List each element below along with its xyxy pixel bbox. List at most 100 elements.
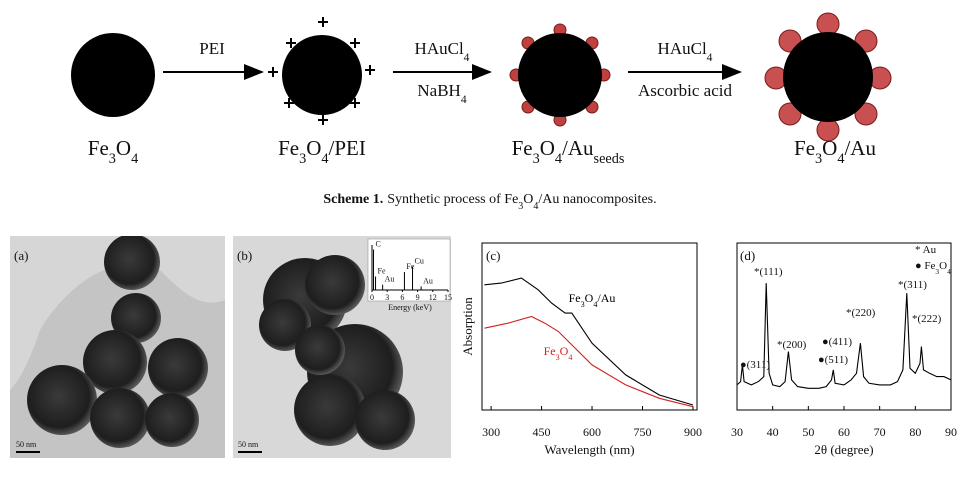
y-axis-label: Absorption <box>460 297 475 356</box>
text-part: Fe <box>794 136 815 160</box>
panel-label: (a) <box>14 248 28 263</box>
x-axis-label: Wavelength (nm) <box>544 442 634 457</box>
peak-annotation: ●(511) <box>818 354 848 366</box>
text-part: O <box>540 136 555 160</box>
au-shell <box>764 12 892 142</box>
peak-annotation: *(311) <box>898 279 927 291</box>
scheme-shapes <box>71 12 892 142</box>
x-tick-label: 40 <box>767 425 779 439</box>
text-part: O <box>116 136 131 160</box>
text-part: NaBH <box>417 81 460 100</box>
inset-tick-label: 3 <box>385 293 389 302</box>
panel-label: (c) <box>486 248 500 263</box>
caption: Scheme 1. Synthetic process of Fe3O4/Au n… <box>323 192 656 212</box>
peak-annotation: *(222) <box>912 313 942 325</box>
subscript: 4 <box>555 151 562 167</box>
caption-label: Scheme 1. <box>323 192 383 207</box>
x-tick-label: 450 <box>533 425 551 439</box>
peak-annotation: *(200) <box>777 339 807 351</box>
subscript: 3 <box>109 151 116 167</box>
inset-tick-label: 6 <box>400 293 404 302</box>
text-part: O <box>822 136 837 160</box>
text-part: Fe <box>278 136 299 160</box>
x-tick-label: 50 <box>802 425 814 439</box>
x-tick-label: 300 <box>482 425 500 439</box>
x-tick-label: 30 <box>731 425 743 439</box>
text-part: /PEI <box>329 136 366 160</box>
eds-peak-label: Au <box>423 276 433 285</box>
inset-x-label: Energy (keV) <box>388 303 432 312</box>
stage-label: Fe3O4/Au <box>794 136 876 167</box>
text-part: * Au <box>915 244 937 256</box>
x-tick-label: 80 <box>909 425 921 439</box>
eds-peak-label: C <box>376 240 381 249</box>
scale-bar-label: 50 nm <box>16 440 37 449</box>
text-part: /Au <box>562 136 594 160</box>
peak-annotation: *(220) <box>846 307 876 319</box>
subscript: 3 <box>299 151 306 167</box>
subscript: 4 <box>593 300 597 309</box>
stage-label: Fe3O4 <box>88 136 138 167</box>
caption-text: O <box>523 192 533 207</box>
legend-entry: * Au <box>915 244 937 256</box>
caption-text: Synthetic process of Fe <box>387 192 518 207</box>
subscript: 3 <box>518 201 523 212</box>
stage-label: Fe3O4/Auseeds <box>512 136 625 167</box>
subscript: 4 <box>533 201 538 212</box>
text-part: Ascorbic acid <box>638 81 732 100</box>
tem-image-a <box>10 236 225 458</box>
panel-label: (d) <box>740 248 755 263</box>
data-line <box>736 283 952 389</box>
data-line <box>484 315 694 408</box>
stage-label: Fe3O4/PEI <box>278 136 366 167</box>
x-tick-label: 750 <box>633 425 651 439</box>
subscript: 4 <box>707 51 713 64</box>
plot-frame-c <box>481 242 698 411</box>
subscript: 4 <box>321 151 328 167</box>
x-tick-label: 900 <box>684 425 702 439</box>
inset-tick-label: 12 <box>429 293 437 302</box>
x-tick-label: 600 <box>583 425 601 439</box>
series-name: Fe3O4/Au <box>569 291 616 309</box>
subscript: 4 <box>461 93 467 106</box>
x-axis-label: 2θ (degree) <box>814 442 873 457</box>
peak-annotation: *(111) <box>754 266 783 278</box>
x-tick-label: 60 <box>838 425 850 439</box>
inset-tick-label: 0 <box>370 293 374 302</box>
eds-peak-label: Au <box>385 275 395 284</box>
inset-tick-label: 15 <box>444 293 452 302</box>
text-part: O <box>560 344 569 358</box>
subscript: 4 <box>131 151 138 167</box>
reagent-above: PEI <box>199 39 225 58</box>
text-part: O <box>585 291 594 305</box>
text-part: ● Fe <box>915 260 936 272</box>
text-part: /Au <box>597 291 615 305</box>
subscript: 3 <box>935 267 939 276</box>
plus-signs <box>268 17 375 125</box>
subscript: 4 <box>837 151 844 167</box>
x-tick-label: 90 <box>945 425 957 439</box>
panel-label: (b) <box>237 248 252 263</box>
eds-peak-label: Fe <box>378 267 386 276</box>
peak-annotation: ●(411) <box>822 336 852 348</box>
text-part: Fe <box>544 344 556 358</box>
inset-tick-label: 9 <box>416 293 420 302</box>
subscript: 3 <box>581 300 585 309</box>
subscript: seeds <box>594 151 625 167</box>
peak-annotation: ●(311) <box>740 359 770 371</box>
subscript: 3 <box>533 151 540 167</box>
reagent-above: HAuCl4 <box>415 39 470 64</box>
text-part: Fe <box>88 136 109 160</box>
tem-image-b <box>233 236 451 458</box>
legend-entry: ● Fe3O4 <box>915 260 951 276</box>
subscript: 4 <box>568 353 572 362</box>
series-name: Fe3O4 <box>544 344 573 362</box>
text-part: HAuCl <box>415 39 464 58</box>
reagent-below: NaBH4 <box>417 81 466 106</box>
subscript: 4 <box>464 51 470 64</box>
subscript: 3 <box>556 353 560 362</box>
caption-text: /Au nanocomposites. <box>538 192 656 207</box>
text-part: PEI <box>199 39 225 58</box>
text-part: HAuCl <box>658 39 707 58</box>
